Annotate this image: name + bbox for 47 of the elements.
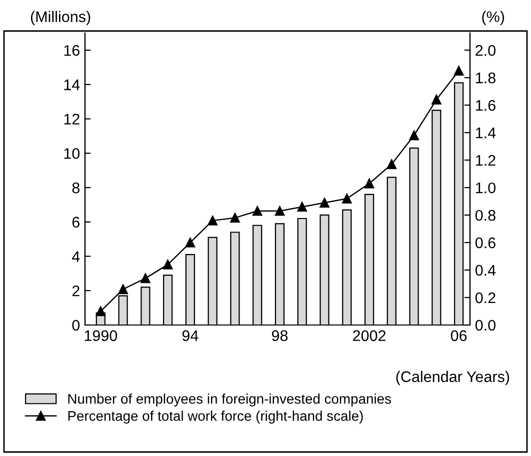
y2-tick-label: 1.0 <box>476 182 496 194</box>
y-tick-label: 12 <box>64 114 80 124</box>
y-tick-label: 14 <box>64 80 80 90</box>
point <box>208 216 218 226</box>
y2-tick-label: 2.0 <box>476 45 496 56</box>
y2-tick-label: 0.0 <box>475 320 496 331</box>
x-tick-label: 94 <box>182 330 198 342</box>
x-tick-label: 2002 <box>353 330 386 342</box>
legend-label: Number of employees in foreign-invested companies <box>68 394 391 407</box>
y2-tick-label: 1.2 <box>476 154 496 166</box>
point <box>364 178 374 188</box>
y2-tick-label: 1.8 <box>476 72 496 84</box>
y2-tick-label: 1.4 <box>476 128 496 138</box>
x-tick-label: 98 <box>272 330 288 342</box>
point <box>252 206 262 216</box>
point <box>342 194 352 204</box>
x-tick-label: 06 <box>450 330 467 342</box>
y-tick-label: 10 <box>64 148 80 159</box>
y2-tick-label: 0.6 <box>475 237 496 248</box>
y-axis-title: (Millions) <box>30 10 90 26</box>
point <box>409 130 419 140</box>
y-tick-label: 6 <box>72 216 80 228</box>
point <box>432 94 442 105</box>
point <box>297 202 307 212</box>
point <box>230 212 240 223</box>
point <box>96 306 106 316</box>
point <box>118 284 128 294</box>
y-tick-label: 0 <box>72 320 80 331</box>
x-tick-label: 1990 <box>84 330 118 342</box>
legend-label: Percentage of total work force (right-hand scale) <box>68 410 363 424</box>
y-tick-label: 4 <box>72 251 80 262</box>
y2-tick-label: 0.2 <box>475 292 496 304</box>
y-tick-label: 16 <box>64 45 80 56</box>
point <box>454 66 464 76</box>
point <box>140 273 150 284</box>
point <box>162 260 173 270</box>
y2-axis-title: (%) <box>482 10 504 26</box>
y2-tick-label: 1.6 <box>476 100 496 111</box>
point <box>274 206 285 216</box>
y2-tick-label: 0.8 <box>475 210 496 221</box>
y-tick-label: 2 <box>72 286 80 296</box>
point <box>185 238 196 248</box>
point <box>386 159 397 170</box>
y2-tick-label: 0.4 <box>475 264 496 276</box>
y-tick-label: 8 <box>72 182 80 194</box>
point <box>320 198 330 208</box>
x-axis-title: (Calendar Years) <box>396 370 510 386</box>
